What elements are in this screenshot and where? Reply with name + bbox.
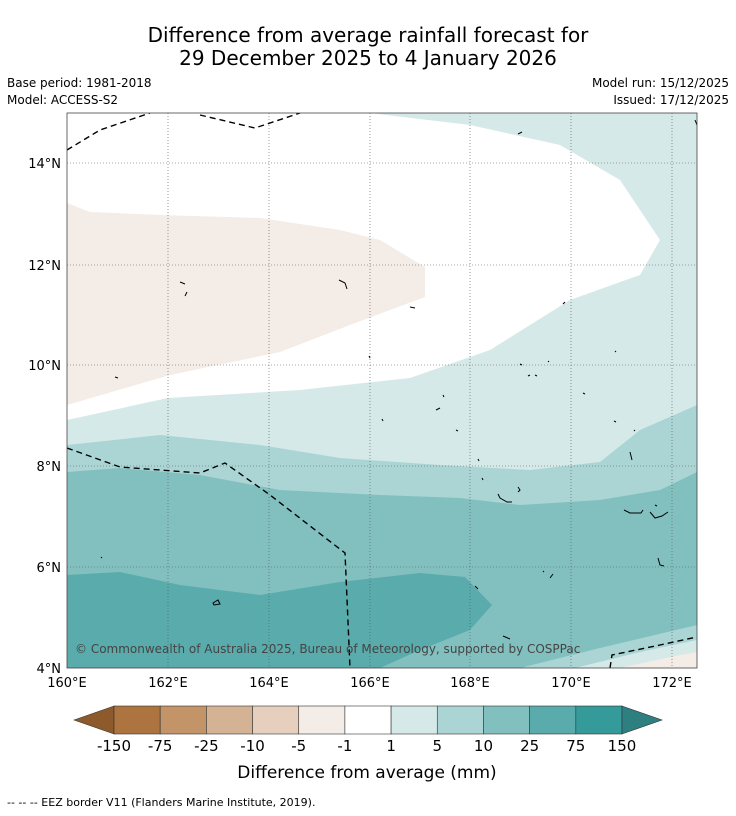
- lat-tick-4n: 4°N: [37, 662, 62, 677]
- colorbar-extend-low: [73, 705, 115, 735]
- eez-legend-text: -- -- -- EEZ border V11 (Flanders Marine…: [7, 796, 316, 809]
- colorbar-tick-label: -5: [291, 737, 306, 755]
- map-title-line-1: Difference from average rainfall forecas…: [147, 23, 589, 47]
- lon-tick-166e: 166°E: [350, 676, 390, 691]
- lon-tick-160e: 160°E: [47, 676, 87, 691]
- model-name: Model: ACCESS-S2: [7, 93, 119, 107]
- contour-layer: [67, 113, 697, 668]
- colorbar-tick-label: 75: [566, 737, 585, 755]
- colorbar-segment: [575, 705, 623, 735]
- lat-tick-6n: 6°N: [37, 561, 62, 576]
- lon-tick-labels: 160°E 162°E 164°E 166°E 168°E 170°E 172°…: [47, 676, 692, 691]
- lon-tick-162e: 162°E: [148, 676, 188, 691]
- copyright-text: © Commonwealth of Australia 2025, Bureau…: [75, 642, 580, 656]
- colorbar-tick-label: -75: [148, 737, 173, 755]
- colorbar-segment: [298, 705, 346, 735]
- colorbar-extend-high: [621, 705, 663, 735]
- issued-date: Issued: 17/12/2025: [613, 93, 729, 107]
- colorbar-tick-label: 25: [520, 737, 539, 755]
- lat-tick-labels: 14°N 12°N 10°N 8°N 6°N 4°N: [28, 157, 61, 677]
- colorbar-segment: [436, 705, 484, 735]
- colorbar-segment: [159, 705, 207, 735]
- lon-tick-168e: 168°E: [450, 676, 490, 691]
- colorbar-tick-label: 5: [432, 737, 442, 755]
- colorbar: -150 -75 -25 -10 -5 -1 1 5 10 25 75 150: [73, 705, 663, 755]
- plot-frame: [66, 112, 698, 669]
- contour-band-se-neg: [620, 652, 697, 668]
- lat-tick-12n: 12°N: [28, 259, 61, 274]
- lon-tick-170e: 170°E: [551, 676, 591, 691]
- lat-tick-10n: 10°N: [28, 359, 61, 374]
- colorbar-tick-label: -1: [337, 737, 352, 755]
- colorbar-tick-label: -25: [194, 737, 219, 755]
- model-run: Model run: 15/12/2025: [591, 76, 729, 90]
- colorbar-tick-label: 10: [474, 737, 493, 755]
- graticule: [67, 113, 697, 668]
- island-outlines: [100, 119, 697, 640]
- rainfall-map-figure: © Commonwealth of Australia 2025, Bureau…: [28, 112, 698, 783]
- colorbar-segment: [344, 705, 392, 735]
- eez-border: [67, 113, 697, 668]
- colorbar-tick-label: -150: [97, 737, 131, 755]
- contour-band-25-75: [67, 572, 492, 668]
- colorbar-segment: [252, 705, 300, 735]
- lat-tick-14n: 14°N: [28, 157, 61, 172]
- colorbar-tick-label: -10: [240, 737, 265, 755]
- colorbar-title: Difference from average (mm): [237, 763, 496, 783]
- lon-tick-164e: 164°E: [249, 676, 289, 691]
- colorbar-tick-label: 1: [386, 737, 396, 755]
- lon-tick-172e: 172°E: [652, 676, 692, 691]
- colorbar-tick-label: 150: [608, 737, 637, 755]
- colorbar-segment: [529, 705, 577, 735]
- lat-tick-8n: 8°N: [37, 460, 62, 475]
- contour-band-neg1-neg5: [67, 203, 425, 405]
- colorbar-segment: [113, 705, 161, 735]
- colorbar-segment: [390, 705, 438, 735]
- colorbar-segment: [483, 705, 530, 735]
- map-title-line-2: 29 December 2025 to 4 January 2026: [179, 46, 557, 70]
- base-period: Base period: 1981-2018: [7, 76, 152, 90]
- colorbar-segment: [206, 705, 253, 735]
